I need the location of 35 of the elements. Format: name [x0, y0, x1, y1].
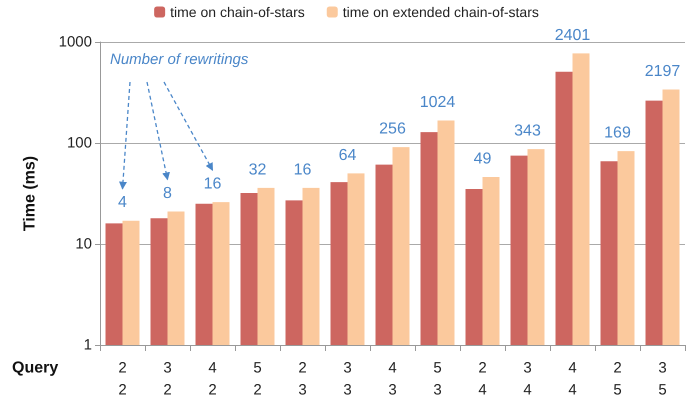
x-tick-label: 3 2 — [163, 360, 172, 398]
x-axis-title: Query — [12, 360, 58, 376]
x-tick-label: 2 2 — [118, 360, 127, 398]
legend-label: time on extended chain-of-stars — [342, 4, 539, 20]
x-tick-label: 3 3 — [343, 360, 352, 398]
y-tick-label: 1 — [84, 336, 92, 354]
x-tick-label: 5 3 — [433, 360, 442, 398]
y-tick-label: 1000 — [58, 34, 92, 50]
annotation: Number of rewritings — [110, 51, 249, 68]
x-tick-label: 2 3 — [298, 360, 307, 398]
y-axis-title: Time (ms) — [22, 156, 38, 232]
annotation: 343 — [514, 122, 541, 140]
annotation: 16 — [294, 161, 312, 178]
annotation: 169 — [604, 124, 631, 142]
x-tick-label: 4 3 — [388, 360, 397, 398]
annotation: 4 — [118, 194, 128, 212]
x-tick-label: 4 4 — [568, 360, 577, 398]
x-tick-label: 5 2 — [253, 360, 262, 398]
y-tick-label: 10 — [75, 236, 92, 252]
annotation: 8 — [163, 184, 172, 202]
legend-label: time on chain-of-stars — [170, 4, 305, 20]
annotation: 1024 — [420, 94, 456, 112]
y-tick-label: 100 — [66, 134, 92, 152]
annotation: 2197 — [644, 62, 680, 80]
x-tick-label: 2 5 — [613, 360, 622, 398]
annotation: 16 — [204, 176, 222, 193]
x-tick-label: 3 4 — [523, 360, 532, 398]
annotation: 32 — [248, 161, 266, 178]
annotation: 49 — [474, 150, 492, 168]
annotation: 64 — [338, 146, 356, 164]
x-tick-label: 4 2 — [208, 360, 217, 398]
x-tick-label: 3 5 — [658, 360, 667, 398]
x-tick-label: 2 4 — [478, 360, 487, 398]
annotation: 256 — [379, 120, 406, 138]
annotation: 2401 — [554, 26, 590, 44]
